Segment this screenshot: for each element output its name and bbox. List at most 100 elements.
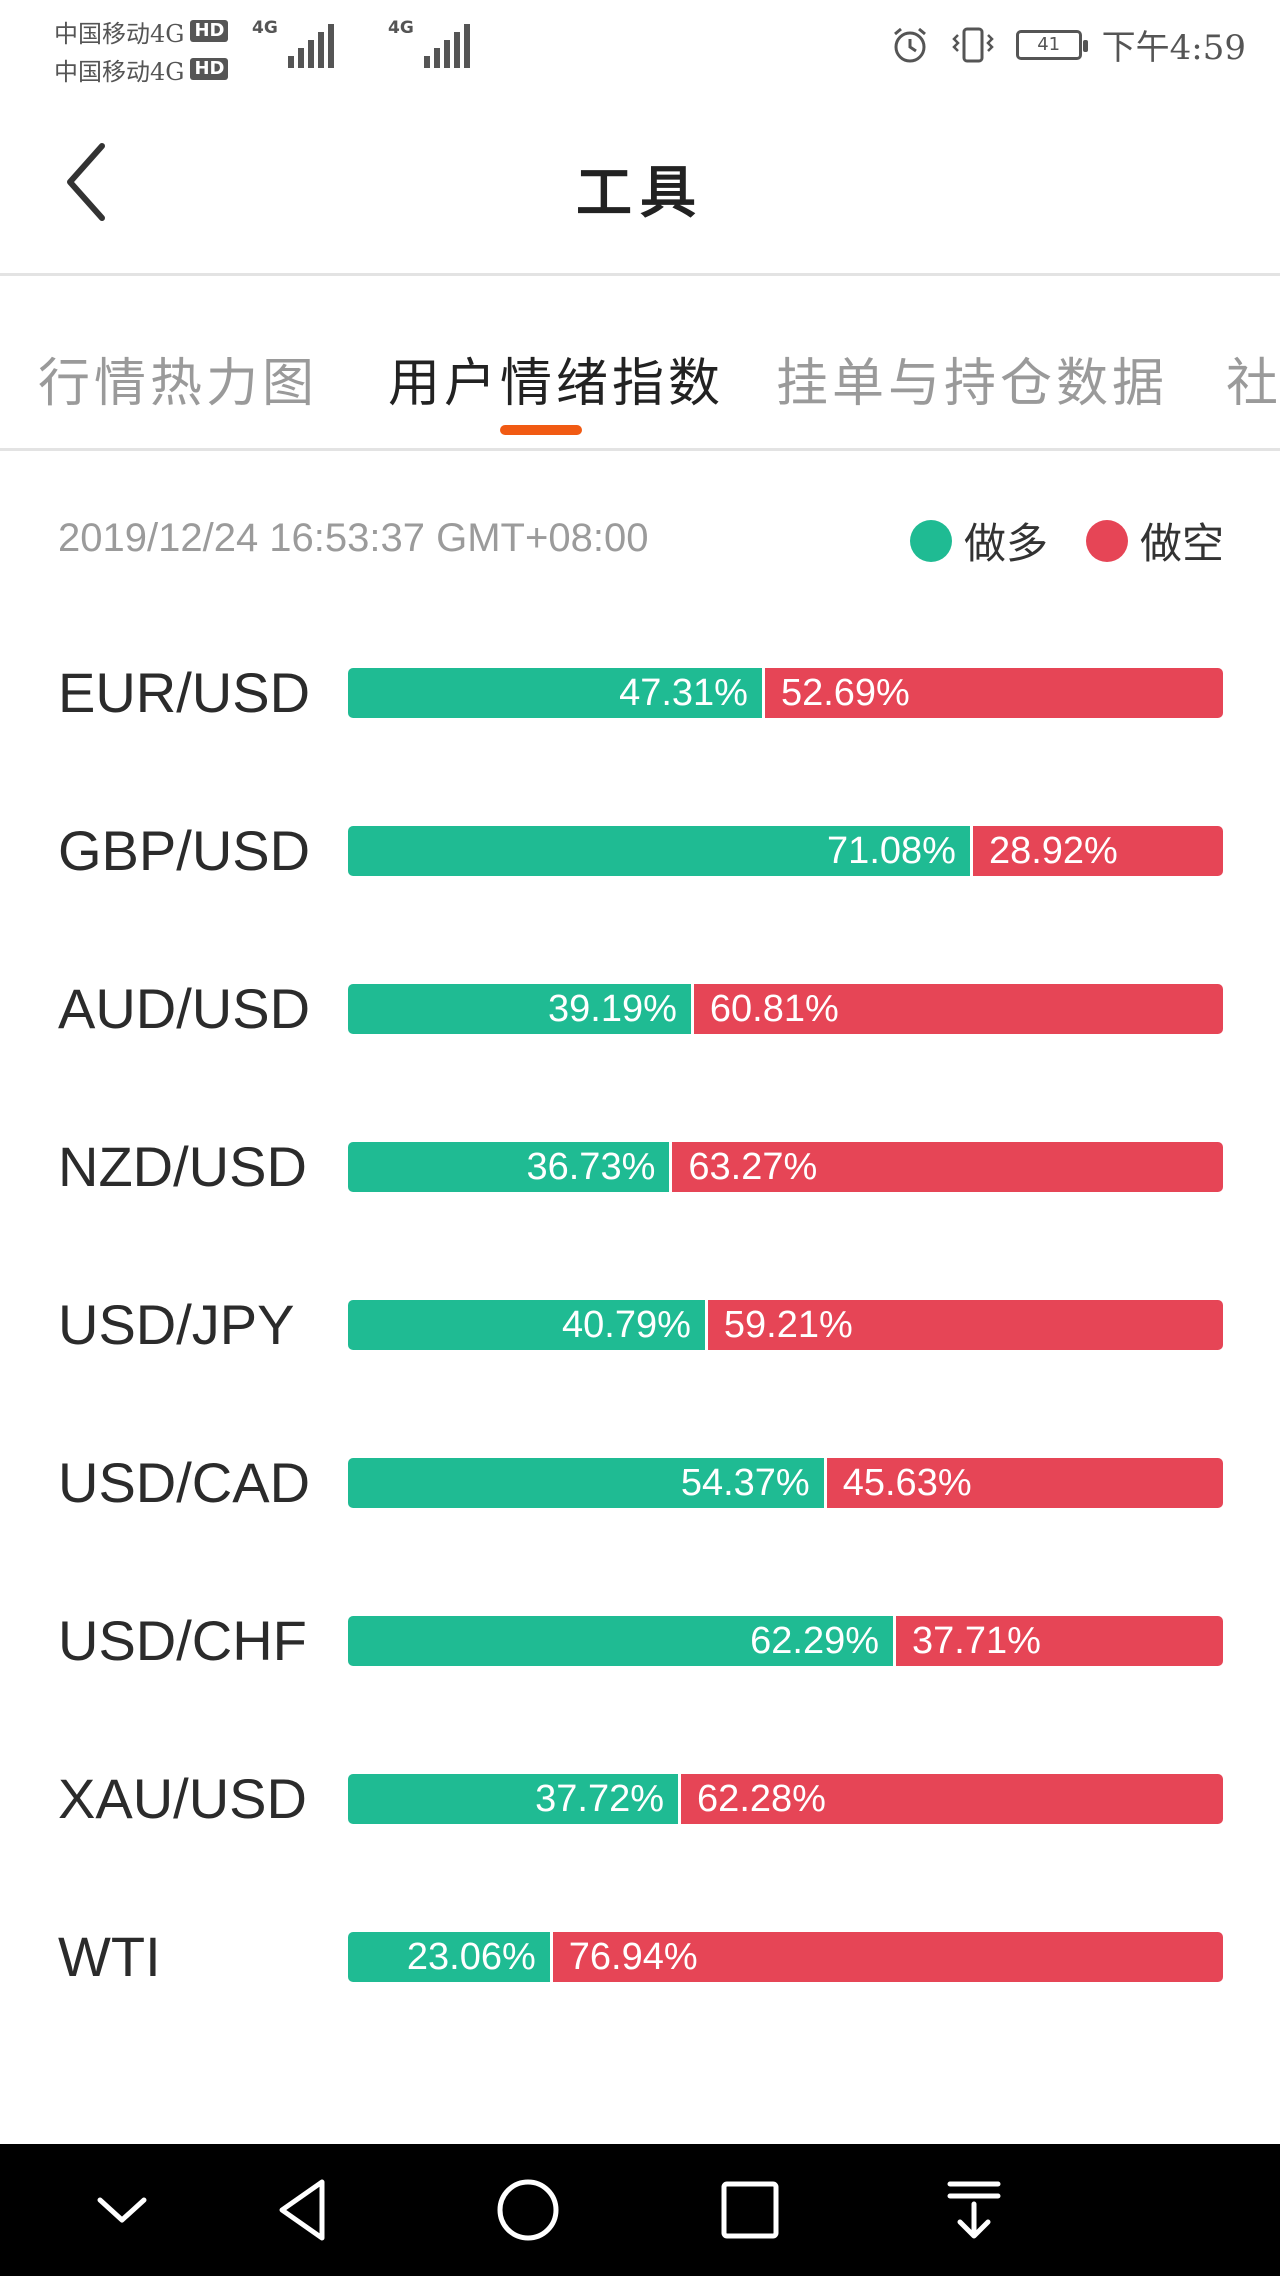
symbol-label: XAU/USD [58,1767,307,1830]
vibrate-icon [951,27,994,62]
sentiment-row[interactable]: EUR/USD 47.31% 52.69% [0,612,1280,770]
long-segment: 40.79% [348,1300,705,1350]
sentiment-bar: 71.08% 28.92% [348,826,1223,876]
notification-pull-icon [947,2181,1001,2239]
recents-square-icon [721,2181,779,2239]
carrier-line-1: 中国移动4G HD [54,12,229,50]
nav-back-button[interactable] [262,2170,346,2250]
carrier-name-2: 中国移动4G [54,57,185,86]
active-tab-indicator [500,425,582,435]
network-type-2: 4G [388,18,414,38]
legend-long: 做多 [909,510,1048,571]
app-header: 工具 [0,92,1280,276]
symbol-label: USD/JPY [58,1293,295,1356]
symbol-label: USD/CHF [58,1609,307,1672]
nav-notification-button[interactable] [932,2170,1016,2250]
tab-orders-positions[interactable]: 挂单与持仓数据 [776,354,1169,414]
symbol-label: EUR/USD [58,661,311,724]
nav-hide-button[interactable] [80,2170,164,2250]
alarm-icon [893,27,926,62]
legend-short-dot [1085,519,1128,562]
long-segment: 62.29% [348,1616,894,1666]
sentiment-bar: 54.37% 45.63% [348,1458,1223,1508]
home-circle-icon [497,2179,559,2241]
nav-recents-button[interactable] [708,2170,792,2250]
symbol-label: AUD/USD [58,977,311,1040]
long-segment: 36.73% [348,1142,670,1192]
short-segment: 63.27% [672,1142,1223,1192]
segment-divider [893,1616,897,1666]
long-segment: 39.19% [348,984,691,1034]
short-segment: 37.71% [896,1616,1223,1666]
segment-divider [690,984,694,1034]
system-nav-bar [0,2144,1280,2276]
long-segment: 37.72% [348,1774,679,1824]
symbol-label: WTI [58,1925,161,1988]
segment-divider [678,1774,682,1824]
back-triangle-icon [279,2179,325,2241]
sentiment-bar: 40.79% 59.21% [348,1300,1223,1350]
tab-sentiment-index[interactable]: 用户情绪指数 [388,354,725,414]
signal-icon-2: 4G [388,18,508,68]
legend-long-label: 做多 [963,519,1048,568]
short-segment: 76.94% [552,1932,1223,1982]
signal-bars-2 [424,24,470,68]
sentiment-bar: 23.06% 76.94% [348,1932,1223,1982]
carrier-line-2: 中国移动4G HD [54,50,229,88]
carrier-name-1: 中国移动4G [54,19,185,48]
sentiment-row[interactable]: NZD/USD 36.73% 63.27% [0,1086,1280,1244]
sentiment-bar: 62.29% 37.71% [348,1616,1223,1666]
sentiment-bar: 39.19% 60.81% [348,984,1223,1034]
signal-bars-1 [288,24,334,68]
hd-badge-2: HD [190,58,229,80]
symbol-label: USD/CAD [58,1451,311,1514]
short-segment: 45.63% [826,1458,1223,1508]
chevron-down-icon [97,2197,147,2223]
signal-indicators: 4G 4G [252,18,508,68]
segment-divider [761,668,765,718]
tab-heatmap[interactable]: 行情热力图 [38,354,319,414]
page-title: 工具 [576,160,704,226]
status-right: 41 下午4:59 [890,20,1246,69]
segment-divider [669,1142,673,1192]
tab-community[interactable]: 社 [1226,354,1280,414]
short-segment: 52.69% [764,668,1223,718]
network-type-1: 4G [252,18,278,38]
tab-bar: 行情热力图 用户情绪指数 挂单与持仓数据 社 [0,279,1280,451]
sentiment-row[interactable]: XAU/USD 37.72% 62.28% [0,1718,1280,1876]
segment-divider [969,826,973,876]
segment-divider [823,1458,827,1508]
sentiment-list: EUR/USD 47.31% 52.69% GBP/USD 71.08% 28.… [0,612,1280,2034]
sentiment-bar: 36.73% 63.27% [348,1142,1223,1192]
nav-home-button[interactable] [486,2170,570,2250]
segment-divider [549,1932,553,1982]
clock: 下午4:59 [1101,28,1246,68]
sentiment-row[interactable]: USD/CHF 62.29% 37.71% [0,1560,1280,1718]
sentiment-bar: 37.72% 62.28% [348,1774,1223,1824]
long-segment: 47.31% [348,668,762,718]
back-button[interactable] [50,132,130,232]
chevron-left-icon [67,143,105,221]
status-bar: 中国移动4G HD 中国移动4G HD 4G 4G [0,0,1280,92]
legend-short: 做空 [1085,510,1224,571]
short-segment: 62.28% [681,1774,1223,1824]
sentiment-row[interactable]: AUD/USD 39.19% 60.81% [0,928,1280,1086]
segment-divider [704,1300,708,1350]
symbol-label: GBP/USD [58,819,311,882]
long-segment: 54.37% [348,1458,824,1508]
long-segment: 71.08% [348,826,970,876]
sentiment-row[interactable]: WTI 23.06% 76.94% [0,1876,1280,2034]
short-segment: 28.92% [972,826,1223,876]
carrier-info: 中国移动4G HD 中国移动4G HD [54,12,229,88]
long-segment: 23.06% [348,1932,550,1982]
short-segment: 59.21% [707,1300,1223,1350]
hd-badge-1: HD [190,20,229,42]
sentiment-bar: 47.31% 52.69% [348,668,1223,718]
symbol-label: NZD/USD [58,1135,307,1198]
sentiment-row[interactable]: GBP/USD 71.08% 28.92% [0,770,1280,928]
battery-icon: 41 [1015,29,1088,60]
sentiment-row[interactable]: USD/CAD 54.37% 45.63% [0,1402,1280,1560]
short-segment: 60.81% [693,984,1223,1034]
sentiment-row[interactable]: USD/JPY 40.79% 59.21% [0,1244,1280,1402]
